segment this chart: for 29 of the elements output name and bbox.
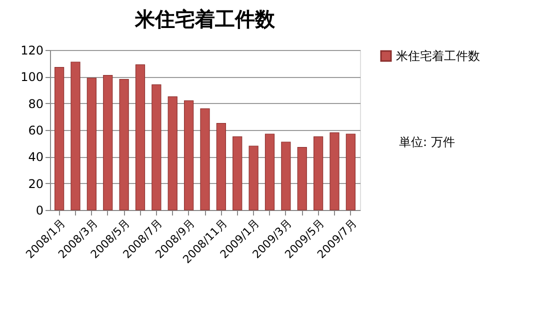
bar (330, 132, 340, 210)
y-tick-label: 80 (28, 96, 44, 111)
bar (200, 108, 210, 210)
bar (264, 134, 275, 210)
y-tick-label: 40 (28, 150, 44, 164)
y-tick-label: 0 (36, 204, 44, 218)
chart-title: 米住宅着工件数 (134, 7, 276, 31)
bar (232, 136, 242, 210)
bar (216, 123, 226, 210)
text: 単位: 万件 (399, 135, 455, 149)
bar (314, 136, 324, 210)
bar (70, 62, 80, 210)
bar (248, 146, 258, 210)
bar (135, 64, 146, 210)
bar (281, 142, 291, 210)
bar (119, 79, 129, 210)
y-tick-label: 60 (28, 124, 44, 138)
bar (297, 147, 307, 210)
y-tick-label: 120 (20, 44, 44, 58)
bar (184, 100, 194, 210)
bar (86, 78, 96, 210)
y-tick-label: 20 (28, 176, 44, 191)
bar (346, 134, 356, 210)
bar (168, 96, 178, 210)
bar (54, 67, 64, 210)
y-tick-label: 100 (20, 70, 44, 84)
legend-label: 米住宅着工件数 (396, 49, 480, 63)
bar (103, 75, 113, 210)
bar (152, 84, 162, 210)
